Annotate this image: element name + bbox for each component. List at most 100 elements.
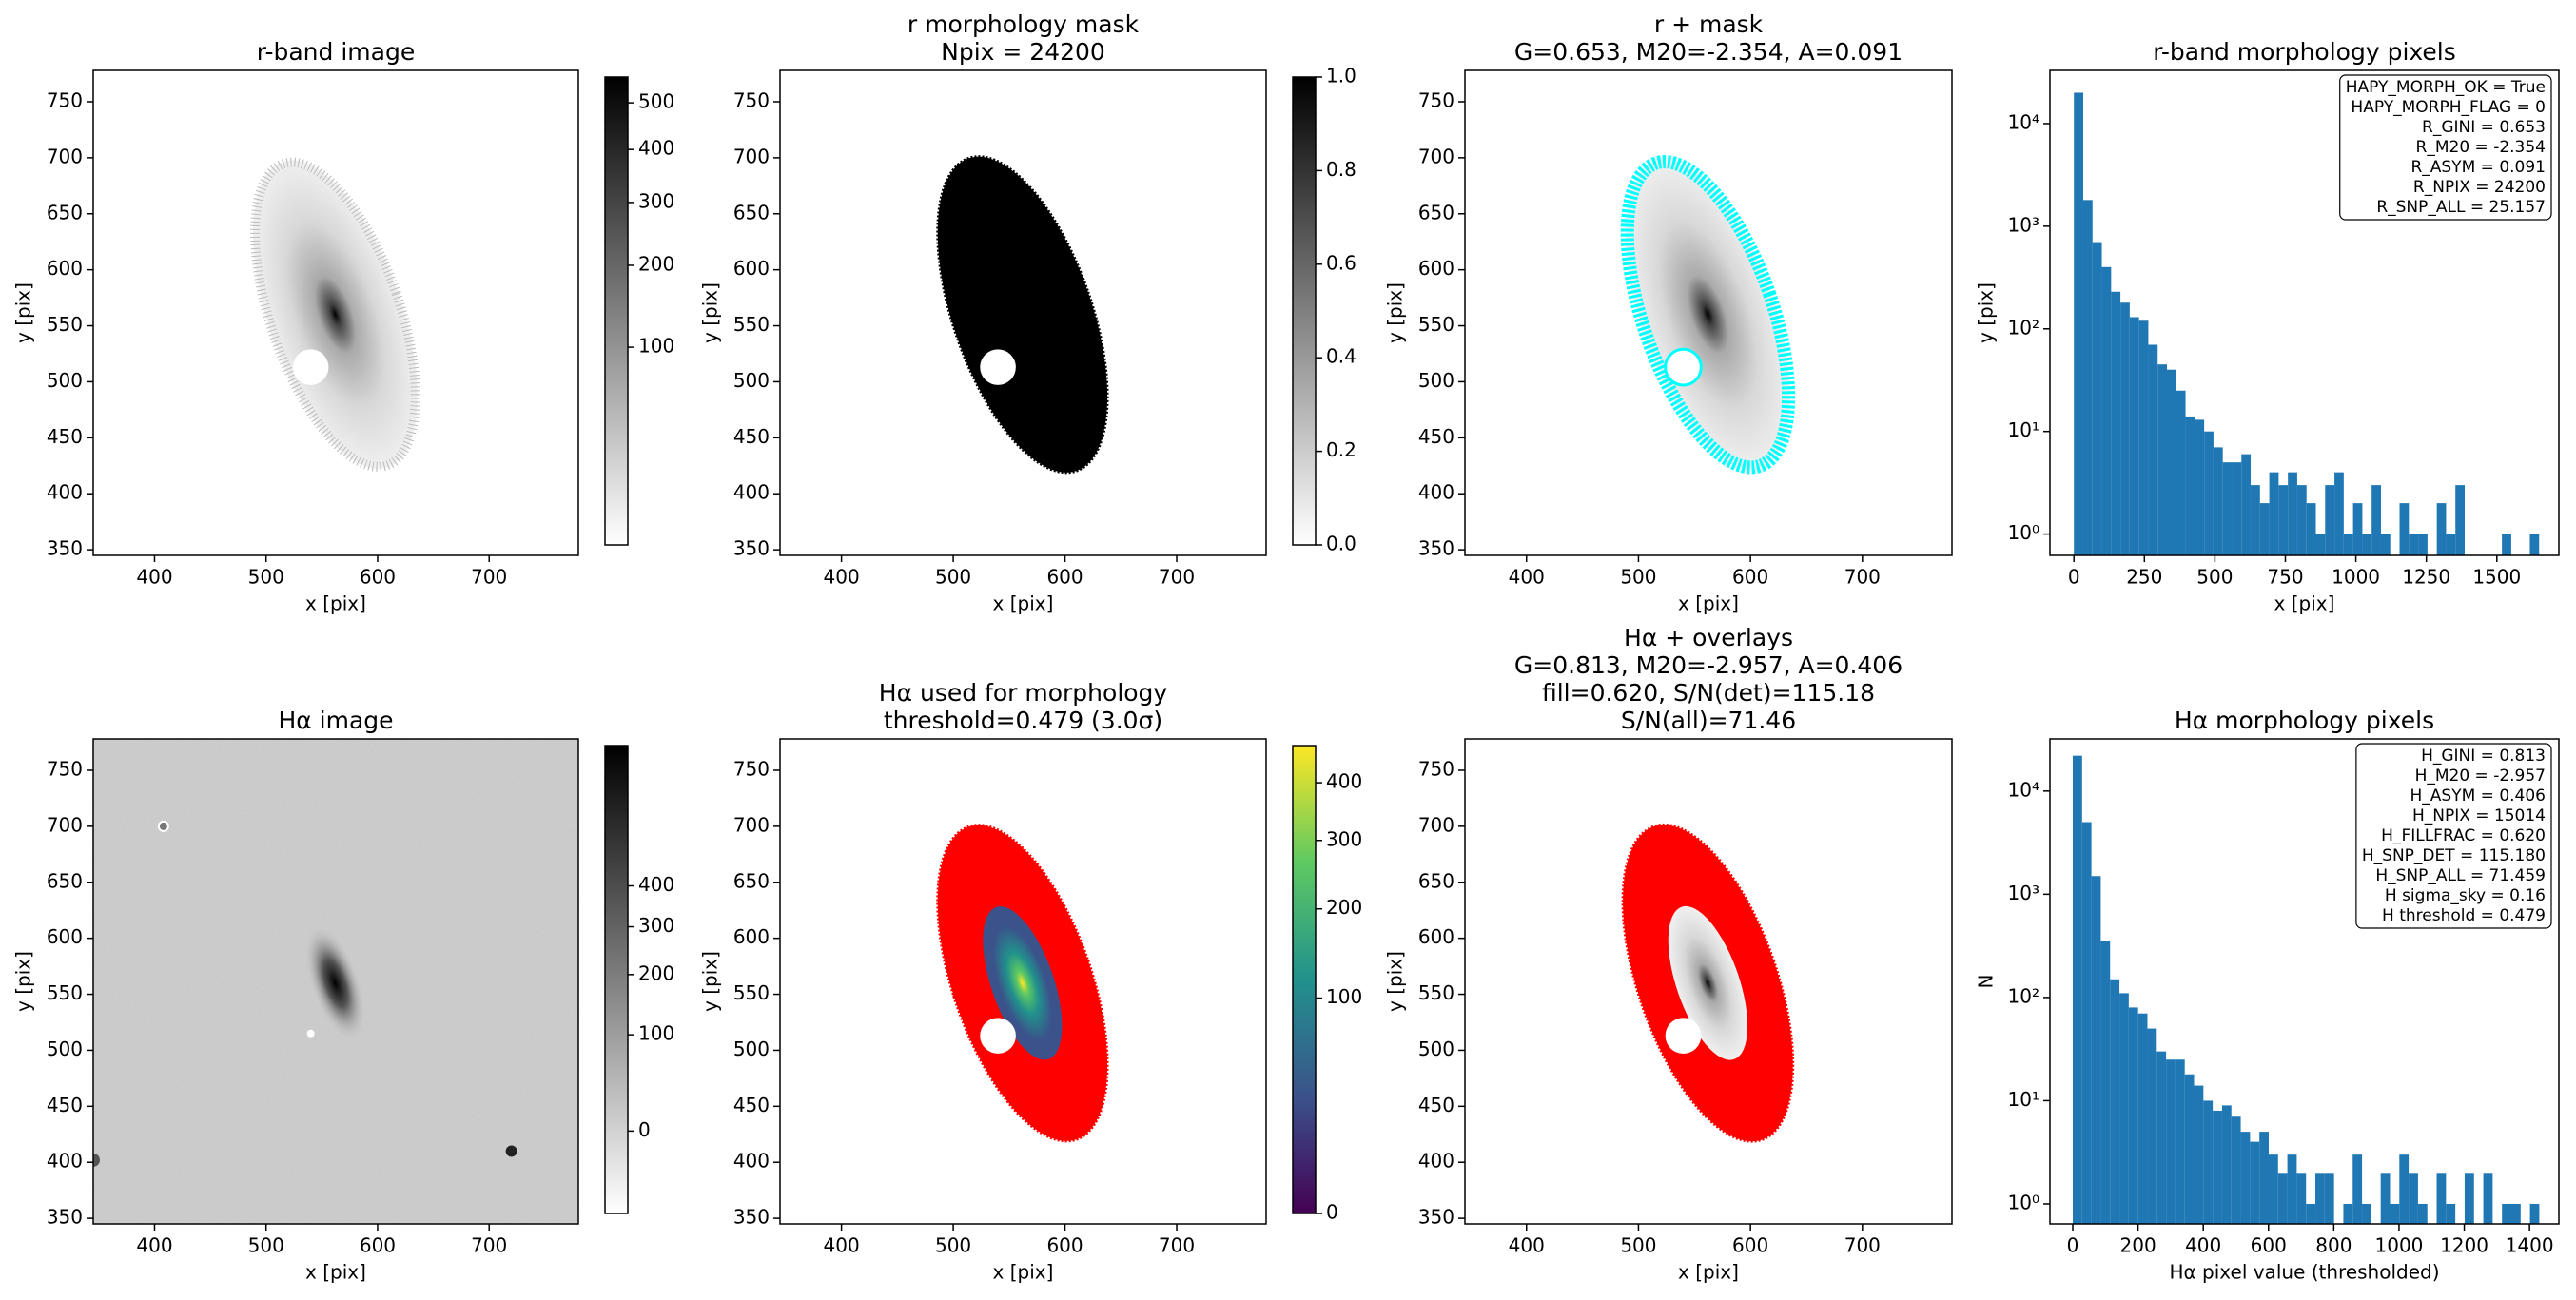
mask-overlay	[1620, 155, 1796, 475]
annotation-line: R_SNP_ALL = 25.157	[2376, 198, 2546, 217]
histogram-bar	[2296, 485, 2307, 555]
x-axis-label: Hα pixel value (thresholded)	[2169, 1261, 2439, 1284]
x-tick-label: 500	[1620, 566, 1656, 589]
panel-title: r-band morphology pixels	[2153, 38, 2456, 66]
histogram-bar	[2446, 1203, 2456, 1224]
annotation-line: H_ASYM = 0.406	[2410, 786, 2546, 805]
x-tick-label: 0	[2068, 566, 2080, 589]
histogram-bar	[2483, 1173, 2493, 1224]
annotation-line: R_M20 = -2.354	[2416, 138, 2546, 157]
y-tick-label: 350	[1418, 537, 1454, 560]
histogram-bar	[2446, 534, 2456, 555]
galaxy	[304, 924, 366, 1042]
colorbar-tick-label: 100	[638, 335, 674, 358]
y-axis-label: y [pix]	[1384, 951, 1407, 1012]
x-tick-label: 400	[1509, 1234, 1545, 1257]
y-tick-label: 400	[47, 1150, 83, 1173]
histogram-bar	[2157, 364, 2168, 555]
x-tick-label: 400	[824, 566, 860, 589]
colorbar-tick-label: 400	[638, 873, 674, 896]
y-tick-label: 550	[733, 313, 770, 336]
star	[157, 820, 169, 832]
x-tick-label: 400	[2185, 1234, 2221, 1257]
histogram-bar	[2417, 1203, 2428, 1224]
y-tick-label: 350	[1418, 1206, 1454, 1229]
y-tick-label: 400	[733, 1150, 770, 1173]
galaxy	[1668, 905, 1748, 1060]
y-tick-label: 700	[1418, 145, 1454, 167]
y-tick-label: 400	[1418, 481, 1454, 504]
colorbar	[1292, 76, 1317, 546]
x-tick-label: 600	[1046, 566, 1083, 589]
y-tick-label: 650	[733, 201, 770, 223]
histogram-bar	[2231, 1116, 2241, 1224]
colorbar-tick-label: 0.0	[1326, 533, 1356, 555]
annotation-line: H_SNP_ALL = 71.459	[2375, 866, 2546, 885]
colorbar-tick-label: 200	[1326, 896, 1362, 919]
panel-title: r + mask	[1654, 10, 1764, 38]
annotation-background	[2355, 743, 2552, 929]
x-tick-label: 400	[1509, 566, 1545, 589]
histogram-bar	[2175, 1059, 2185, 1224]
histogram-bar	[2203, 1100, 2214, 1224]
histogram-bar	[2352, 1154, 2363, 1224]
y-tick-label: 10³	[2008, 213, 2039, 236]
panel-title: r morphology mask	[907, 10, 1140, 38]
x-tick-label: 200	[2120, 1234, 2156, 1257]
panel-title: Hα used for morphology	[879, 679, 1168, 707]
y-tick-label: 750	[47, 757, 83, 780]
annotation-line: R_GINI = 0.653	[2422, 118, 2546, 137]
masked-region	[1664, 347, 1703, 387]
histogram-bar	[2241, 454, 2252, 555]
panel-title: fill=0.620, S/N(det)=115.18	[1542, 679, 1875, 707]
galaxy	[983, 906, 1063, 1060]
y-axis-label: y [pix]	[699, 282, 722, 343]
x-tick-label: 600	[1732, 1234, 1768, 1257]
y-tick-label: 700	[47, 145, 83, 167]
x-tick-label: 500	[935, 1234, 971, 1257]
annotation-line: H threshold = 0.479	[2382, 906, 2546, 925]
x-tick-label: 500	[248, 566, 284, 589]
panel: r-band morphology pixels 0 250 500 750 1000 12…	[1975, 38, 2560, 615]
x-tick-label: 600	[360, 1234, 396, 1257]
colorbar-tick-label: 300	[638, 914, 674, 937]
histogram-bar	[2269, 472, 2279, 555]
colorbar-tick-label: 300	[1326, 827, 1362, 850]
histogram-bar	[2082, 200, 2093, 555]
histogram-bar	[2455, 485, 2466, 555]
colorbar	[1292, 745, 1317, 1214]
masked-region	[980, 349, 1016, 385]
y-tick-label: 500	[47, 369, 83, 392]
colorbar-tick-label: 0.2	[1326, 438, 1356, 461]
colorbar-tick-label: 500	[638, 90, 674, 113]
histogram-bar	[2222, 462, 2233, 555]
y-tick-label: 500	[1418, 1038, 1454, 1060]
y-tick-label: 10²	[2008, 316, 2039, 339]
annotation-background	[2339, 74, 2552, 221]
histogram-bar	[2232, 462, 2242, 555]
histogram-bar	[2390, 1203, 2400, 1224]
histogram-bar	[2371, 485, 2381, 555]
y-tick-label: 350	[733, 1206, 770, 1229]
colorbar-tick-label: 0.4	[1326, 345, 1356, 368]
image	[1465, 739, 1952, 1224]
y-tick-label: 650	[1418, 869, 1454, 892]
histogram-bar	[2324, 1173, 2334, 1224]
histogram-bar	[2259, 1132, 2269, 1224]
y-tick-label: 10⁴	[2008, 110, 2039, 133]
histogram-bar	[2296, 1173, 2307, 1224]
histogram-bar	[2081, 822, 2092, 1224]
annotation-line: R_ASYM = 0.091	[2410, 158, 2546, 177]
y-tick-label: 500	[733, 1038, 770, 1060]
x-tick-label: 400	[136, 1234, 172, 1257]
x-axis-label: x [pix]	[305, 1261, 366, 1284]
annotation-line: H_NPIX = 15014	[2412, 806, 2546, 825]
panel-title: Npix = 24200	[941, 38, 1105, 66]
histogram-bar	[2111, 291, 2121, 555]
y-tick-label: 10⁴	[2008, 778, 2039, 801]
galaxy-edge	[250, 157, 420, 472]
histogram-bar	[2129, 317, 2139, 555]
y-tick-label: 10¹	[2008, 1088, 2039, 1111]
